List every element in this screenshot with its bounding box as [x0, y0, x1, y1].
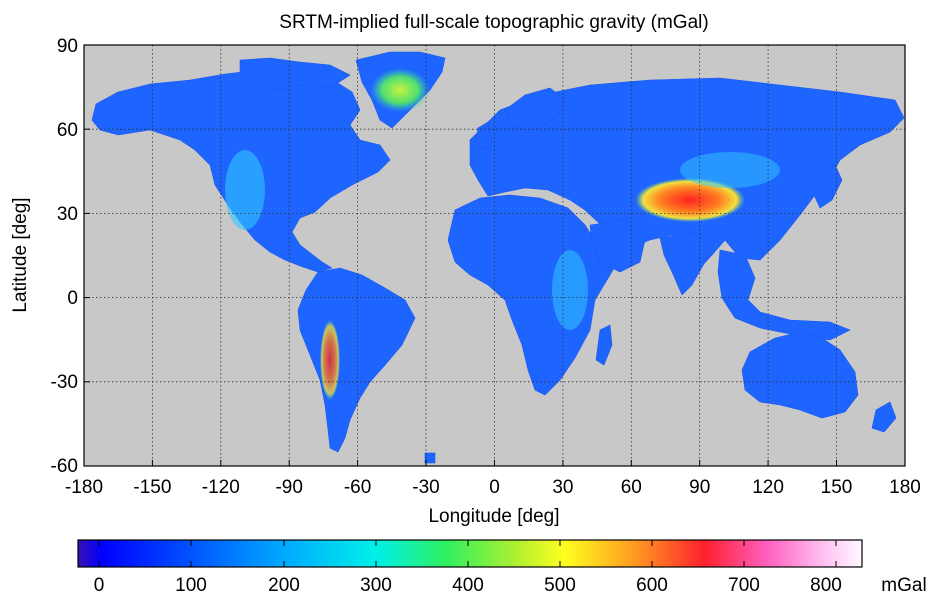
colorbar-tick-label: 600: [636, 575, 668, 596]
x-tick-label: -180: [65, 477, 103, 498]
landmass-new-zealand: [871, 401, 897, 433]
grid-lines: [84, 45, 905, 466]
colorbar-tick-label: 0: [94, 575, 105, 596]
landmass-japan: [813, 164, 843, 209]
colorbar-ticks: [98, 540, 837, 567]
landmass-india: [659, 231, 716, 296]
y-tick-label: 90: [57, 36, 78, 57]
x-tick-label: 180: [889, 477, 921, 498]
axis-ticks: [83, 44, 906, 467]
x-tick-label: 30: [552, 477, 573, 498]
tibet-plateau-high: [635, 178, 745, 222]
colorbar-tick-label: 400: [452, 575, 484, 596]
y-tick-label: -30: [51, 372, 78, 393]
x-tick-label: -150: [133, 477, 171, 498]
colorbar-tick-label: 100: [175, 575, 207, 596]
central-asia-high: [680, 152, 780, 188]
greenland-ice-high: [370, 68, 430, 112]
colorbar-tick-label: 300: [360, 575, 392, 596]
y-tick-label: 30: [57, 204, 78, 225]
y-axis-label: Latitude [deg]: [10, 197, 31, 312]
x-tick-labels: -180 -150 -120 -90 -60 -30 0 30 60 90 12…: [65, 477, 921, 498]
landmass-australia: [741, 331, 859, 419]
colorbar: 0 100 200 300 400 500 600 700 800 mGal: [77, 539, 927, 596]
y-tick-labels: 90 60 30 0 -30 -60: [51, 36, 78, 477]
andes-high: [320, 320, 340, 400]
y-tick-label: -60: [51, 456, 78, 477]
landmass-south-america: [297, 267, 416, 453]
x-tick-label: 120: [752, 477, 784, 498]
x-tick-label: -60: [344, 477, 371, 498]
x-tick-label: 0: [489, 477, 500, 498]
x-tick-label: 60: [621, 477, 642, 498]
map-plot: [84, 45, 905, 466]
colorbar-tick-label: 700: [728, 575, 760, 596]
colorbar-gradient: [77, 539, 863, 568]
colorbar-tick-labels: 0 100 200 300 400 500 600 700 800: [94, 575, 842, 596]
east-africa-high: [552, 250, 588, 330]
rockies-high: [225, 150, 265, 230]
map-title: SRTM-implied full-scale topographic grav…: [279, 12, 708, 33]
colorbar-tick-label: 800: [810, 575, 842, 596]
colorbar-unit-label: mGal: [881, 575, 926, 596]
landmass-southeast-asia: [717, 249, 851, 341]
x-tick-label: -30: [412, 477, 439, 498]
landmass-madagascar: [595, 324, 613, 366]
y-tick-label: 60: [57, 120, 78, 141]
x-tick-label: -120: [202, 477, 240, 498]
x-tick-label: 90: [689, 477, 710, 498]
landmass-south-georgia: [424, 452, 436, 464]
elevation-highlights: [225, 68, 780, 400]
landmass-arctic-islands: [239, 57, 351, 91]
colorbar-tick-label: 200: [268, 575, 300, 596]
x-tick-label: -90: [275, 477, 302, 498]
landmass-africa: [447, 194, 621, 396]
landmass-scandinavia: [504, 87, 566, 131]
x-axis-label: Longitude [deg]: [428, 506, 559, 527]
y-tick-label: 0: [67, 288, 78, 309]
x-tick-label: 150: [821, 477, 853, 498]
colorbar-tick-label: 500: [544, 575, 576, 596]
